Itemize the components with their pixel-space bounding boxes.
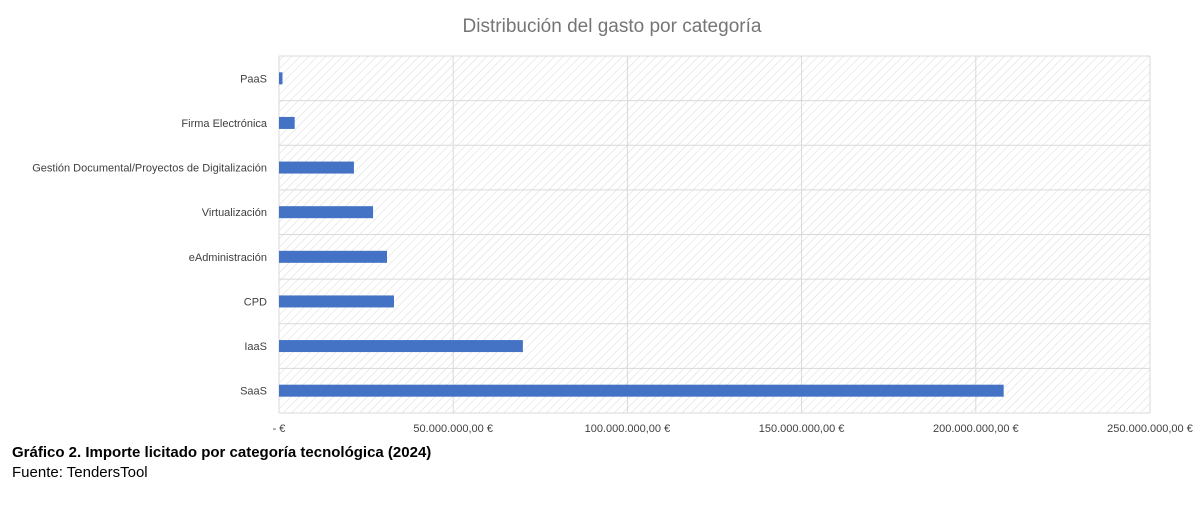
bar bbox=[279, 340, 523, 353]
x-tick-label: 50.000.000,00 € bbox=[413, 423, 493, 435]
category-label: Virtualización bbox=[202, 207, 267, 219]
bar bbox=[279, 295, 394, 308]
category-label: CPD bbox=[244, 296, 267, 308]
bar-chart: Distribución del gasto por categoría Saa… bbox=[32, 16, 1193, 435]
bar bbox=[279, 206, 374, 219]
chart: Distribución del gasto por categoría Saa… bbox=[32, 16, 1193, 435]
bar bbox=[279, 384, 1004, 397]
figure-caption: Gráfico 2. Importe licitado por categorí… bbox=[12, 443, 431, 483]
chart-title: Distribución del gasto por categoría bbox=[463, 16, 762, 37]
x-tick-label: - € bbox=[273, 423, 286, 435]
x-tick-label: 150.000.000,00 € bbox=[759, 423, 845, 435]
x-tick-label: 200.000.000,00 € bbox=[933, 423, 1019, 435]
bar bbox=[279, 250, 388, 263]
x-tick-label: 100.000.000,00 € bbox=[585, 423, 671, 435]
bar bbox=[279, 72, 283, 85]
caption-source: Fuente: TendersTool bbox=[12, 464, 148, 481]
bar bbox=[279, 161, 354, 174]
bar bbox=[279, 116, 295, 129]
category-label: Firma Electrónica bbox=[181, 118, 267, 130]
category-label: IaaS bbox=[244, 341, 267, 353]
caption-title: Gráfico 2. Importe licitado por categorí… bbox=[12, 444, 432, 461]
category-label: PaaS bbox=[240, 73, 267, 85]
x-tick-label: 250.000.000,00 € bbox=[1107, 423, 1193, 435]
category-label: Gestión Documental/Proyectos de Digitali… bbox=[32, 163, 267, 175]
category-label: eAdministración bbox=[189, 252, 267, 264]
category-label: SaaS bbox=[240, 386, 267, 398]
